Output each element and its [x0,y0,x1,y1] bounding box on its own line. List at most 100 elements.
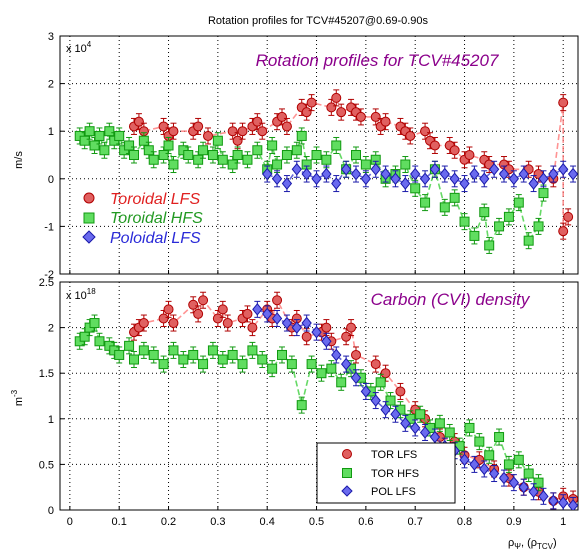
top-point-poloidal-lfs [400,177,411,190]
top-point-toroidal-lfs [168,126,179,137]
bottom-point-tor-hfs [178,354,189,365]
bottom-point-tor-hfs [434,418,445,429]
top-point-toroidal-hfs [291,145,302,156]
top-y-tick-label: 2 [48,79,54,91]
top-point-toroidal-hfs [163,140,174,151]
bottom-point-tor-hfs [484,450,495,461]
bottom-point-pol-lfs [340,357,352,371]
bottom-point-tor-hfs [513,454,524,465]
bottom-point-tor-hfs [188,349,199,360]
top-point-poloidal-lfs [419,172,431,186]
top-point-toroidal-hfs [143,145,154,156]
bottom-point-pol-lfs [479,462,490,476]
bottom-point-tor-hfs [158,359,169,370]
top-point-toroidal-lfs [405,130,416,141]
bottom-point-pol-lfs [350,371,362,385]
bottom-point-pol-lfs [419,426,431,439]
bottom-point-tor-lfs [188,299,199,310]
bottom-point-tor-hfs [257,354,268,365]
top-point-toroidal-hfs [148,154,159,165]
bottom-point-tor-lfs [272,295,283,306]
x-tick-label: 0.4 [260,516,275,528]
bottom-point-tor-hfs [217,354,228,365]
bottom-point-tor-hfs [267,363,278,374]
bottom-point-pol-lfs [301,316,312,330]
top-y-tick-label: -2 [44,269,54,281]
bottom-point-pol-lfs [567,499,578,510]
bottom-point-pol-lfs [291,321,302,334]
top-point-toroidal-hfs [183,150,194,160]
bottom-axis-ticks: 0 0.1 0.2 0.3 0.4 0.5 0.6 0.7 0.8 0.9 1 0 0.5 1 1.5 2 2.… [39,277,567,528]
x-tick-label: 0.1 [112,516,127,528]
top-point-toroidal-lfs [203,130,213,141]
bottom-point-tor-hfs [237,359,248,370]
top-point-poloidal-lfs [528,177,539,190]
top-point-toroidal-hfs [479,207,490,218]
top-point-poloidal-lfs [291,162,302,176]
top-point-toroidal-lfs [232,135,243,146]
top-y-tick-label: 0 [48,174,54,186]
top-point-toroidal-lfs [558,97,569,108]
bottom-point-pol-lfs [488,467,500,480]
bottom-y-tick-label: 1.5 [39,368,54,380]
top-point-poloidal-lfs [340,162,352,176]
top-point-toroidal-hfs [400,159,411,170]
bottom-point-tor-hfs [523,468,534,479]
bottom-inner-title: Carbon (CVI) density [371,290,531,309]
top-point-toroidal-lfs [257,126,268,137]
bottom-point-pol-lfs [390,407,401,421]
bottom-point-tor-hfs [168,345,179,356]
bottom-point-pol-lfs [360,385,372,398]
top-legend-item-toroidal-lfs: Toroidal LFS [83,191,200,208]
top-point-toroidal-lfs [380,116,391,127]
top-legend: Toroidal LFS Toroidal HFS Poloidal LFS [82,191,203,247]
top-point-toroidal-hfs [79,135,90,146]
bottom-point-tor-lfs [301,331,312,342]
top-point-toroidal-hfs [158,150,169,160]
top-point-toroidal-hfs [104,126,115,137]
bottom-point-tor-hfs [138,345,149,356]
top-point-poloidal-lfs [488,162,500,176]
top-point-toroidal-hfs [193,154,204,165]
top-point-toroidal-lfs [558,226,569,237]
top-point-toroidal-lfs [563,211,574,222]
bottom-exponent-label: x 1018 [66,287,96,302]
top-point-toroidal-hfs [503,211,514,222]
x-tick-label: 0.8 [457,516,472,528]
top-point-poloidal-lfs [380,167,391,181]
bottom-point-tor-hfs [277,349,287,360]
top-point-poloidal-lfs [410,167,421,181]
top-point-poloidal-lfs [508,172,520,186]
bottom-point-tor-lfs [198,295,209,306]
bottom-point-tor-hfs [227,349,238,360]
bottom-point-tor-lfs [193,308,204,319]
top-point-poloidal-lfs [321,167,332,181]
bottom-point-tor-hfs [464,422,475,433]
top-point-toroidal-hfs [351,150,361,160]
bottom-point-tor-lfs [222,318,233,329]
top-point-toroidal-lfs [158,121,169,132]
top-point-toroidal-hfs [84,126,95,137]
top-point-toroidal-hfs [124,140,135,151]
top-y-tick-label: 1 [48,126,54,138]
top-point-poloidal-lfs [350,167,362,181]
top-point-toroidal-hfs [533,221,544,232]
top-point-poloidal-lfs [429,162,441,176]
top-point-toroidal-lfs [193,121,204,132]
top-point-poloidal-lfs [311,172,322,186]
top-point-toroidal-hfs [469,230,480,241]
x-tick-label: 0.6 [358,516,373,528]
bottom-legend-item-tor-hfs: TOR HFS [342,468,419,480]
bottom-point-tor-lfs [341,331,352,342]
bottom-point-pol-lfs [548,494,559,508]
legend-label-tor-hfs: TOR HFS [371,468,419,480]
bottom-point-tor-lfs [321,322,332,333]
top-point-poloidal-lfs [390,172,401,186]
top-point-toroidal-hfs [523,235,534,246]
bottom-point-pol-lfs [281,316,293,330]
top-point-toroidal-hfs [494,221,505,232]
top-panel: -2 -1 0 1 2 3 x 104 m/s Rotation profiles for… [13,31,579,281]
legend-label-pol-lfs: POL LFS [371,486,416,498]
bottom-point-pol-lfs [459,453,470,467]
bottom-point-tor-hfs [129,354,139,365]
